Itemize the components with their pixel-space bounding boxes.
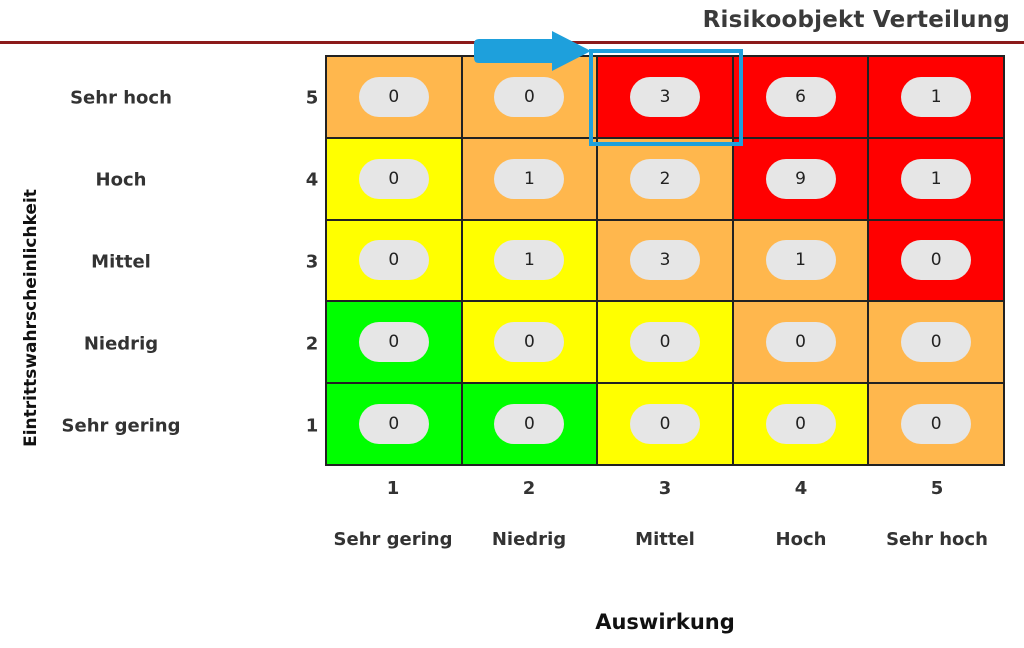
col-label-3: Mittel xyxy=(635,529,695,550)
count-badge: 1 xyxy=(901,76,972,117)
matrix-cell[interactable]: 0 xyxy=(597,301,733,384)
matrix-cell[interactable]: 1 xyxy=(461,137,598,220)
row-label-2: Niedrig xyxy=(83,333,159,355)
col-number-5: 5 xyxy=(930,478,944,499)
row-label-1: Sehr gering xyxy=(61,415,181,437)
y-axis-label: Eintrittswahrscheinlichkeit xyxy=(21,189,41,447)
count-badge: 0 xyxy=(494,76,565,117)
count-badge: 0 xyxy=(358,322,429,363)
col-number-1: 1 xyxy=(386,478,400,499)
count-badge: 0 xyxy=(629,404,700,445)
count-badge: 1 xyxy=(494,158,565,199)
matrix-cell[interactable]: 0 xyxy=(326,219,462,302)
count-badge: 0 xyxy=(765,322,836,363)
matrix-cell[interactable]: 0 xyxy=(732,383,869,465)
count-badge: 0 xyxy=(358,76,429,117)
row-number-3: 3 xyxy=(305,251,319,273)
count-badge: 0 xyxy=(629,322,700,363)
count-badge: 6 xyxy=(765,76,836,117)
matrix-cell[interactable]: 0 xyxy=(461,301,598,384)
count-badge: 0 xyxy=(358,404,429,445)
col-label-4: Hoch xyxy=(775,529,827,550)
row-number-2: 2 xyxy=(305,333,319,355)
matrix-cell[interactable]: 0 xyxy=(461,383,598,465)
col-label-2: Niedrig xyxy=(491,529,567,550)
matrix-cell[interactable]: 1 xyxy=(461,219,598,302)
matrix-cell[interactable]: 0 xyxy=(326,137,462,220)
row-label-3: Mittel xyxy=(91,251,151,273)
col-number-3: 3 xyxy=(658,478,672,499)
matrix-cell[interactable]: 0 xyxy=(868,219,1004,302)
count-badge: 1 xyxy=(494,240,565,281)
matrix-cell[interactable]: 0 xyxy=(326,301,462,384)
count-badge: 0 xyxy=(901,322,972,363)
count-badge: 3 xyxy=(629,240,700,281)
row-label-5: Sehr hoch xyxy=(70,87,172,109)
matrix-cell[interactable]: 0 xyxy=(461,56,598,138)
x-axis-label: Auswirkung xyxy=(595,610,735,634)
col-label-5: Sehr hoch xyxy=(886,529,988,550)
matrix-cell[interactable]: 1 xyxy=(868,137,1004,220)
row-label-4: Hoch xyxy=(95,169,147,191)
count-badge: 1 xyxy=(765,240,836,281)
matrix-cell[interactable]: 0 xyxy=(868,383,1004,465)
col-number-2: 2 xyxy=(522,478,536,499)
count-badge: 0 xyxy=(494,322,565,363)
matrix-cell[interactable]: 2 xyxy=(597,137,733,220)
matrix-cell[interactable]: 1 xyxy=(732,219,869,302)
col-label-1: Sehr gering xyxy=(333,529,453,550)
matrix-cell[interactable]: 0 xyxy=(326,56,462,138)
count-badge: 3 xyxy=(629,76,700,117)
count-badge: 0 xyxy=(901,404,972,445)
matrix-cell[interactable]: 3 xyxy=(597,219,733,302)
count-badge: 9 xyxy=(765,158,836,199)
matrix-cell[interactable]: 0 xyxy=(597,383,733,465)
page-title: Risikoobjekt Verteilung xyxy=(702,7,1010,33)
count-badge: 0 xyxy=(358,158,429,199)
count-badge: 1 xyxy=(901,158,972,199)
row-number-4: 4 xyxy=(305,169,319,191)
matrix-cell[interactable]: 0 xyxy=(868,301,1004,384)
matrix-cell[interactable]: 6 xyxy=(732,56,869,138)
count-badge: 0 xyxy=(765,404,836,445)
arrow-right-icon xyxy=(474,31,591,71)
matrix-cell[interactable]: 3 xyxy=(597,56,733,138)
risk-matrix: 0 0 3 6 1 0 1 2 9 1 0 1 3 1 0 0 0 0 0 0 0 0 0 0 0 xyxy=(325,55,1005,466)
matrix-cell[interactable]: 0 xyxy=(732,301,869,384)
matrix-cell[interactable]: 9 xyxy=(732,137,869,220)
row-number-5: 5 xyxy=(305,87,319,109)
matrix-cell[interactable]: 1 xyxy=(868,56,1004,138)
matrix-cell[interactable]: 0 xyxy=(326,383,462,465)
count-badge: 0 xyxy=(358,240,429,281)
row-number-1: 1 xyxy=(305,415,319,437)
col-number-4: 4 xyxy=(794,478,808,499)
count-badge: 0 xyxy=(901,240,972,281)
count-badge: 0 xyxy=(494,404,565,445)
count-badge: 2 xyxy=(629,158,700,199)
